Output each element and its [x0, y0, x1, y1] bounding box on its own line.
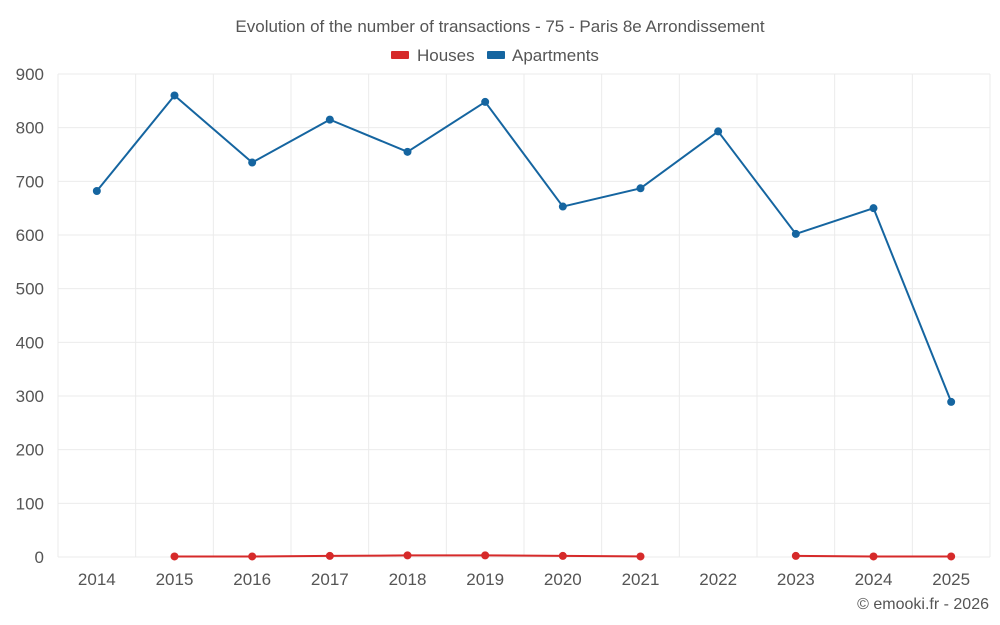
x-tick-label: 2016 — [233, 570, 271, 589]
data-point-apartments[interactable] — [92, 186, 101, 195]
y-tick-label: 0 — [35, 548, 44, 567]
series-line-apartments — [96, 94, 953, 403]
legend-swatch-houses — [391, 51, 409, 59]
y-tick-label: 900 — [16, 65, 44, 84]
data-point-houses[interactable] — [791, 551, 800, 560]
x-axis: 2014 2015 2016 2017 2018 2019 2020 2021 2022 2023… — [78, 570, 970, 589]
series-group — [92, 91, 956, 561]
x-tick-label: 2019 — [466, 570, 504, 589]
data-point-houses[interactable] — [869, 552, 878, 561]
data-point-houses[interactable] — [248, 552, 257, 561]
data-point-houses[interactable] — [947, 552, 956, 561]
y-tick-label: 400 — [16, 333, 44, 352]
data-point-apartments[interactable] — [403, 147, 412, 156]
x-tick-label: 2021 — [622, 570, 660, 589]
series-apartments — [92, 91, 956, 406]
x-tick-label: 2025 — [932, 570, 970, 589]
y-tick-label: 700 — [16, 172, 44, 191]
series-houses — [170, 551, 956, 561]
x-tick-label: 2017 — [311, 570, 349, 589]
y-tick-label: 800 — [16, 119, 44, 138]
data-point-houses[interactable] — [325, 551, 334, 560]
y-tick-label: 500 — [16, 280, 44, 299]
y-tick-label: 100 — [16, 494, 44, 513]
y-tick-label: 600 — [16, 226, 44, 245]
data-point-houses[interactable] — [636, 552, 645, 561]
data-point-apartments[interactable] — [869, 204, 878, 213]
legend: Houses Apartments — [391, 46, 599, 65]
data-point-houses[interactable] — [170, 552, 179, 561]
data-point-apartments[interactable] — [170, 91, 179, 100]
x-tick-label: 2018 — [389, 570, 427, 589]
x-tick-label: 2022 — [699, 570, 737, 589]
y-axis: 0 100 200 300 400 500 600 700 800 900 — [16, 65, 44, 567]
credit: © emooki.fr - 2026 — [857, 596, 989, 613]
data-point-apartments[interactable] — [947, 397, 956, 406]
x-tick-label: 2015 — [156, 570, 194, 589]
data-point-apartments[interactable] — [248, 158, 257, 167]
data-point-apartments[interactable] — [791, 229, 800, 238]
data-point-apartments[interactable] — [325, 115, 334, 124]
x-tick-label: 2024 — [855, 570, 893, 589]
legend-item-houses[interactable]: Houses — [417, 46, 475, 65]
x-tick-label: 2020 — [544, 570, 582, 589]
data-point-houses[interactable] — [403, 551, 412, 560]
legend-swatch-apartments — [487, 51, 505, 59]
x-tick-label: 2014 — [78, 570, 116, 589]
y-tick-label: 300 — [16, 387, 44, 406]
data-point-houses[interactable] — [558, 551, 567, 560]
data-point-apartments[interactable] — [714, 127, 723, 136]
chart-title: Evolution of the number of transactions … — [235, 17, 764, 36]
data-point-apartments[interactable] — [481, 97, 490, 106]
y-tick-label: 200 — [16, 441, 44, 460]
grid — [57, 73, 991, 558]
data-point-houses[interactable] — [481, 551, 490, 560]
x-tick-label: 2023 — [777, 570, 815, 589]
data-point-apartments[interactable] — [636, 184, 645, 193]
legend-item-apartments[interactable]: Apartments — [512, 46, 599, 65]
data-point-apartments[interactable] — [558, 202, 567, 211]
